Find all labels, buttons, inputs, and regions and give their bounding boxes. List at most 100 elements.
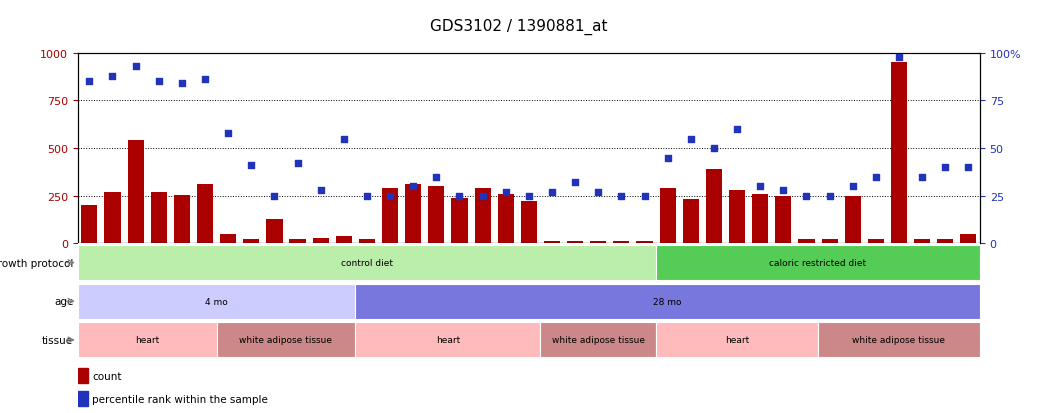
- Point: [128, 64, 144, 70]
- Point: [891, 54, 907, 61]
- Text: age: age: [54, 297, 74, 306]
- Point: [729, 126, 746, 133]
- Bar: [660, 189, 676, 244]
- Bar: [891, 63, 907, 244]
- Text: 28 mo: 28 mo: [653, 297, 682, 306]
- Bar: [428, 187, 445, 244]
- Point: [289, 161, 306, 167]
- Point: [336, 136, 353, 142]
- Text: growth protocol: growth protocol: [0, 258, 74, 268]
- Bar: [150, 192, 167, 244]
- FancyBboxPatch shape: [540, 323, 656, 357]
- FancyBboxPatch shape: [656, 246, 980, 280]
- Point: [705, 145, 722, 152]
- FancyBboxPatch shape: [356, 284, 980, 319]
- Point: [613, 193, 629, 199]
- FancyBboxPatch shape: [78, 246, 656, 280]
- Bar: [81, 206, 97, 244]
- Point: [637, 193, 653, 199]
- Point: [821, 193, 838, 199]
- Bar: [78, 368, 88, 383]
- FancyBboxPatch shape: [78, 323, 217, 357]
- Point: [498, 189, 514, 196]
- Point: [150, 79, 167, 85]
- Text: tissue: tissue: [43, 335, 74, 345]
- Point: [312, 187, 329, 194]
- Text: 4 mo: 4 mo: [205, 297, 228, 306]
- Point: [937, 164, 954, 171]
- Bar: [336, 236, 352, 244]
- Text: count: count: [92, 371, 121, 381]
- Text: control diet: control diet: [341, 259, 393, 268]
- Point: [220, 130, 236, 137]
- Bar: [128, 141, 144, 244]
- Bar: [960, 234, 977, 244]
- Point: [267, 193, 283, 199]
- FancyBboxPatch shape: [78, 284, 356, 319]
- Bar: [682, 200, 699, 244]
- Bar: [798, 240, 814, 244]
- Bar: [312, 238, 329, 244]
- Bar: [475, 189, 491, 244]
- Point: [359, 193, 375, 199]
- Point: [173, 81, 190, 88]
- Point: [590, 189, 607, 196]
- Text: percentile rank within the sample: percentile rank within the sample: [92, 394, 268, 404]
- Bar: [752, 194, 768, 244]
- Bar: [498, 194, 513, 244]
- Point: [404, 183, 421, 190]
- FancyBboxPatch shape: [356, 323, 540, 357]
- Text: white adipose tissue: white adipose tissue: [552, 335, 645, 344]
- Bar: [914, 240, 930, 244]
- Bar: [937, 240, 953, 244]
- Point: [960, 164, 977, 171]
- Text: heart: heart: [135, 335, 160, 344]
- Point: [104, 73, 120, 80]
- Bar: [220, 234, 236, 244]
- Point: [543, 189, 560, 196]
- Bar: [243, 240, 259, 244]
- Bar: [451, 198, 468, 244]
- Point: [752, 183, 768, 190]
- Bar: [567, 242, 583, 244]
- Point: [868, 174, 885, 180]
- Bar: [267, 219, 282, 244]
- Point: [798, 193, 815, 199]
- Bar: [105, 192, 120, 244]
- Point: [81, 79, 97, 85]
- Bar: [289, 240, 306, 244]
- Point: [775, 187, 791, 194]
- Text: white adipose tissue: white adipose tissue: [852, 335, 946, 344]
- Bar: [174, 195, 190, 244]
- Point: [660, 155, 676, 161]
- Text: white adipose tissue: white adipose tissue: [240, 335, 333, 344]
- Point: [451, 193, 468, 199]
- FancyBboxPatch shape: [217, 323, 356, 357]
- Bar: [706, 170, 722, 244]
- Bar: [729, 190, 746, 244]
- Point: [914, 174, 930, 180]
- Point: [243, 162, 259, 169]
- Text: GDS3102 / 1390881_at: GDS3102 / 1390881_at: [429, 19, 608, 35]
- Bar: [405, 185, 421, 244]
- Bar: [821, 240, 838, 244]
- Bar: [590, 242, 607, 244]
- Bar: [543, 242, 560, 244]
- Point: [474, 193, 491, 199]
- Point: [844, 183, 861, 190]
- Bar: [637, 242, 652, 244]
- Bar: [844, 196, 861, 244]
- Bar: [78, 391, 88, 406]
- Text: heart: heart: [436, 335, 460, 344]
- Point: [521, 193, 537, 199]
- Point: [428, 174, 445, 180]
- Text: heart: heart: [725, 335, 749, 344]
- Point: [382, 193, 398, 199]
- Bar: [521, 202, 537, 244]
- Bar: [613, 242, 629, 244]
- Bar: [868, 240, 884, 244]
- FancyBboxPatch shape: [818, 323, 980, 357]
- Point: [197, 77, 214, 83]
- FancyBboxPatch shape: [656, 323, 818, 357]
- Bar: [776, 196, 791, 244]
